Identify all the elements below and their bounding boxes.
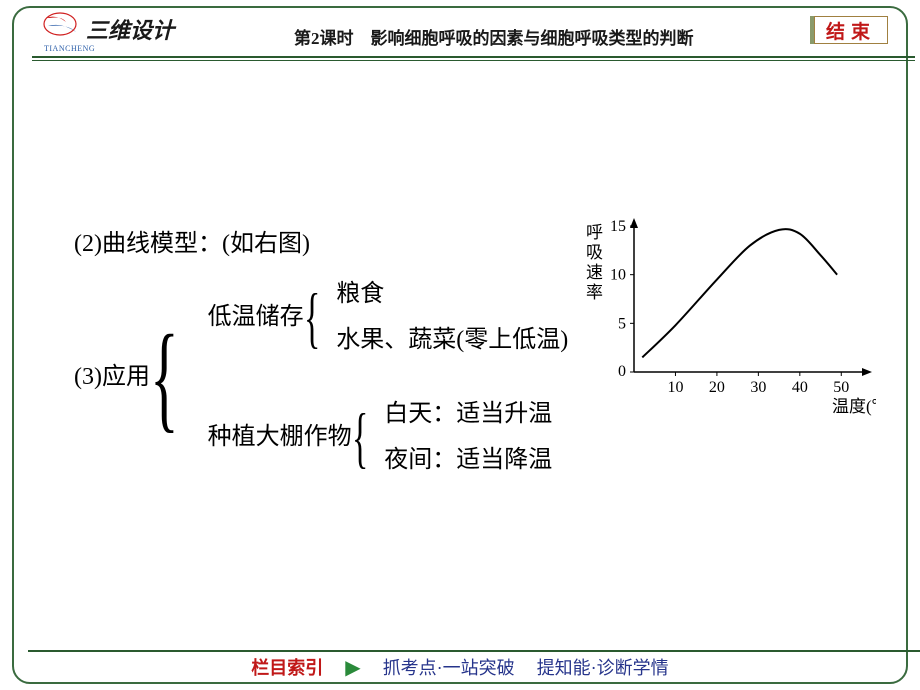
brand-sub: TIANCHENG [44, 44, 95, 53]
branch-2-items: 白天：适当升温 夜间：适当降温 [384, 396, 552, 478]
section-index-label: 栏目索引 [251, 654, 323, 680]
branch-1-items: 粮食 水果、蔬菜(零上低温) [336, 276, 568, 358]
branch-2-label: 种植大棚作物 [208, 419, 352, 455]
svg-text:5: 5 [618, 315, 626, 332]
svg-text:40: 40 [792, 379, 808, 396]
branch-1-label: 低温储存 [208, 299, 304, 335]
brand-logo: 三维设计 [42, 12, 174, 46]
header: 三维设计 TIANCHENG 第2课时 影响细胞呼吸的因素与细胞呼吸类型的判断 … [14, 8, 906, 54]
footer: 栏目索引 ▶ 抓考点·一站突破 提知能·诊断学情 [14, 652, 906, 682]
svg-text:30: 30 [750, 379, 766, 396]
slide-frame: 三维设计 TIANCHENG 第2课时 影响细胞呼吸的因素与细胞呼吸类型的判断 … [12, 6, 908, 684]
branch-2-item-1: 夜间：适当降温 [384, 442, 552, 478]
branches: 低温储存 { 粮食 水果、蔬菜(零上低温) 种植大棚作物 { 白天：适当升温 夜… [208, 276, 569, 478]
svg-text:50: 50 [833, 379, 849, 396]
svg-text:速: 速 [586, 263, 603, 282]
branch-1-item-1: 水果、蔬菜(零上低温) [336, 322, 568, 358]
brand-text: 三维设计 [86, 13, 174, 45]
svg-text:吸: 吸 [586, 243, 603, 262]
svg-text:20: 20 [709, 379, 725, 396]
branch-1-item-0: 粮食 [336, 276, 568, 312]
arrow-icon: ▶ [345, 655, 360, 680]
branch-2: 种植大棚作物 { 白天：适当升温 夜间：适当降温 [208, 396, 569, 478]
svg-text:15: 15 [610, 218, 626, 235]
branch-2-item-0: 白天：适当升温 [384, 396, 552, 432]
end-button[interactable]: 结束 [814, 16, 888, 44]
nav-link-2[interactable]: 提知能·诊断学情 [537, 654, 669, 680]
svg-text:10: 10 [667, 379, 683, 396]
branch-1: 低温储存 { 粮食 水果、蔬菜(零上低温) [208, 276, 569, 358]
svg-text:率: 率 [586, 283, 603, 302]
svg-text:温度(℃): 温度(℃) [832, 397, 876, 416]
svg-text:呼: 呼 [586, 223, 603, 242]
logo-mark-icon [42, 12, 80, 46]
page-title: 第2课时 影响细胞呼吸的因素与细胞呼吸类型的判断 [294, 24, 694, 49]
svg-text:0: 0 [618, 363, 626, 380]
nav-link-1[interactable]: 抓考点·一站突破 [383, 654, 515, 680]
item-3-label: (3)应用 [74, 359, 150, 395]
svg-text:10: 10 [610, 267, 626, 284]
header-rule-1 [32, 56, 915, 58]
header-rule-2 [32, 60, 915, 61]
respiration-chart: 0 5 10 15 10 20 30 40 50 呼吸速率温度(℃) [566, 216, 876, 416]
